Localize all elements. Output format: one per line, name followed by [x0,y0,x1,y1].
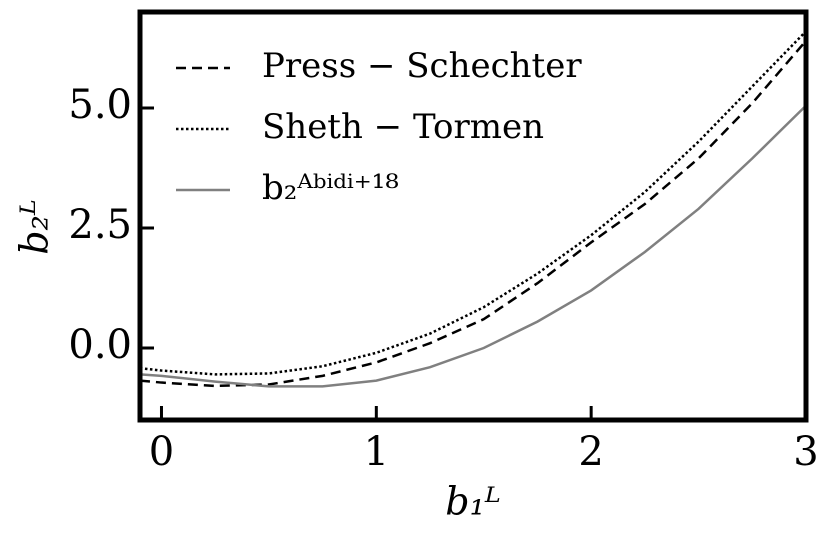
legend-label: Press − Schechter [262,46,582,86]
y-axis-label: b₂ᴸ [13,199,57,254]
y-tick-label: 2.5 [68,202,132,248]
x-axis-label: b₁ᴸ [445,480,500,524]
y-tick-label: 5.0 [68,82,132,128]
series-line [140,39,806,388]
series-line [140,104,806,388]
series-line [140,30,806,376]
x-tick-label: 3 [793,429,818,475]
x-tick-label: 1 [364,429,389,475]
x-tick-label: 2 [578,429,603,475]
legend-label: b₂ᴬᵇⁱᵈⁱ⁺¹⁸ [262,168,399,208]
y-tick-label: 0.0 [68,322,132,368]
legend-label: Sheth − Tormen [262,107,544,147]
x-tick-label: 0 [149,429,174,475]
plot-frame [137,9,809,423]
